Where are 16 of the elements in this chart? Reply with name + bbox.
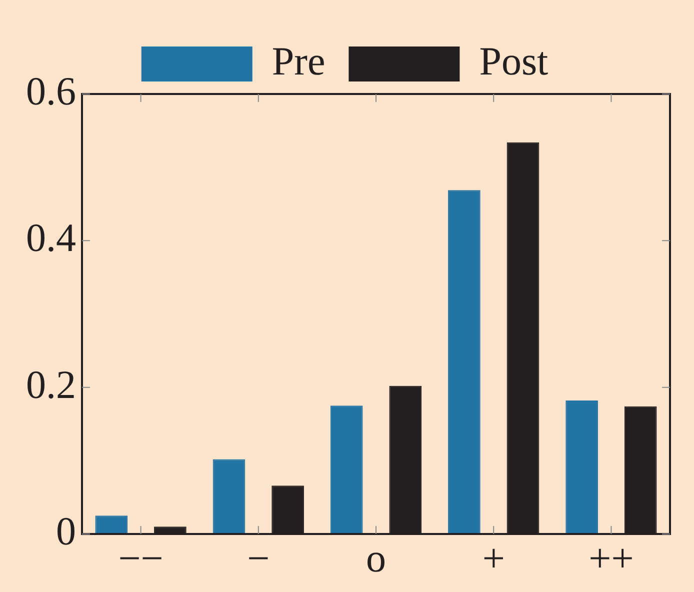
bar bbox=[212, 459, 246, 534]
y-tick-label: 0 bbox=[56, 508, 76, 554]
bar bbox=[95, 516, 128, 534]
bar bbox=[566, 400, 598, 534]
y-tick-label: 0.6 bbox=[26, 68, 76, 114]
x-tick-label: o bbox=[366, 536, 386, 580]
y-tick-label: 0.2 bbox=[26, 362, 76, 407]
legend-label: Post bbox=[479, 38, 548, 84]
x-tick-label: + bbox=[482, 536, 505, 580]
y-tick-label: 0.4 bbox=[26, 215, 76, 260]
x-tick-label: ++ bbox=[588, 536, 634, 580]
x-tick-label: −− bbox=[118, 536, 164, 580]
bar bbox=[448, 190, 480, 534]
legend-label: Pre bbox=[272, 38, 326, 84]
x-tick-label: − bbox=[247, 536, 270, 580]
bar bbox=[330, 406, 363, 534]
